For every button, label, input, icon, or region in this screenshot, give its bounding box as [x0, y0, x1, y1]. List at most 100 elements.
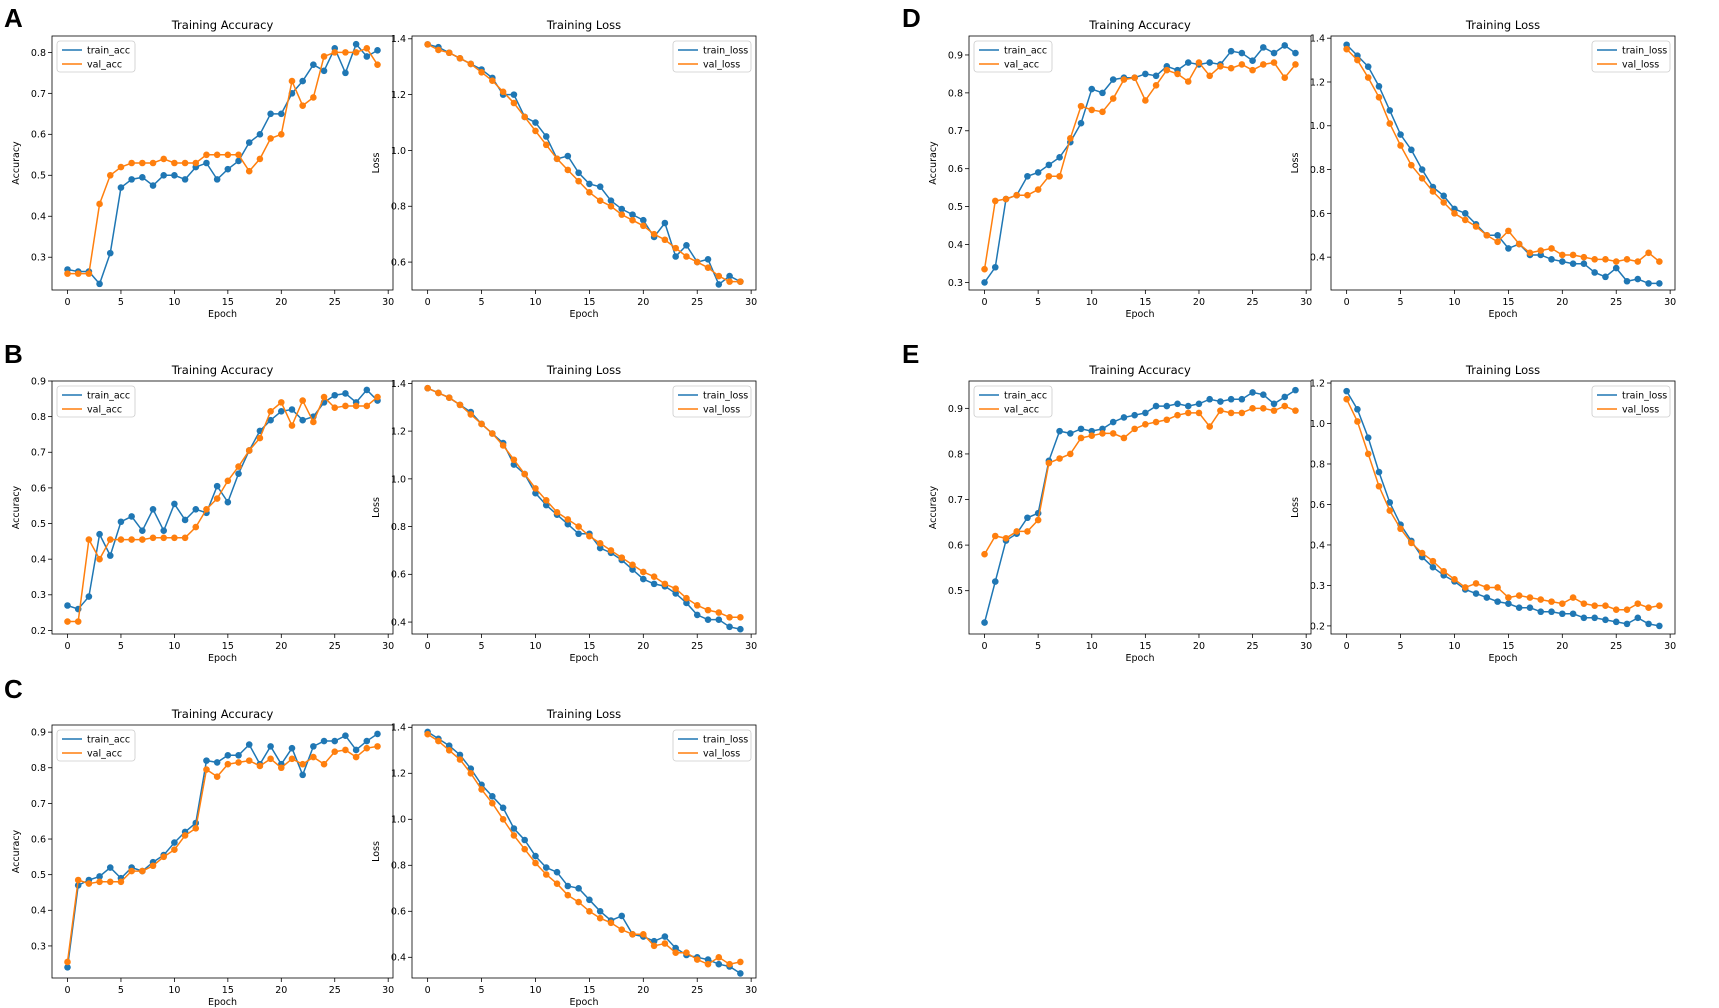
point-val_acc	[1259, 61, 1267, 68]
y-tick-label: 0.8	[31, 412, 46, 423]
chart-b-loss: Training Loss 0 5 10 15 20 25 30 0.4 0.6 0.8 1.0 1.2…	[371, 363, 757, 664]
chart-b-loss-xlabel: Epoch	[569, 653, 598, 664]
point-val_loss	[435, 389, 442, 397]
x-tick-label: 15	[1502, 641, 1514, 652]
panel-label-e: E	[902, 339, 920, 369]
chart-a-accuracy-ylabel: Accuracy	[11, 141, 22, 185]
point-val_loss	[1623, 606, 1631, 614]
point-val_loss	[715, 609, 723, 616]
point-train_acc	[331, 391, 339, 399]
point-val_acc	[320, 53, 328, 60]
y-tick-label: 1.4	[391, 723, 406, 734]
point-train_acc	[213, 759, 221, 766]
point-train_loss	[1645, 620, 1652, 628]
y-tick-label: 1.0	[1310, 419, 1325, 430]
point-train_acc	[192, 505, 200, 513]
legend-label-train_acc: train_acc	[87, 46, 130, 57]
point-val_acc	[352, 753, 360, 761]
point-val_acc	[310, 418, 317, 426]
point-val_acc	[1227, 64, 1235, 72]
point-train_loss	[650, 937, 658, 945]
series-line-val_acc	[67, 47, 379, 275]
point-val_loss	[607, 547, 615, 554]
y-tick-label: 0.6	[391, 907, 406, 918]
point-val_acc	[277, 131, 285, 138]
chart-c-loss-ylabel: Loss	[371, 841, 382, 862]
point-val_loss	[564, 891, 572, 899]
point-val_acc	[160, 155, 168, 163]
point-train_acc	[64, 964, 71, 971]
y-tick-label: 0.7	[31, 89, 46, 100]
point-val_acc	[1120, 434, 1128, 442]
point-val_acc	[331, 404, 339, 412]
chart-a-accuracy: Training Accuracy 0 5 10 15 20 25 30 0.3 0.4 0.5 0.…	[11, 18, 394, 320]
point-val_loss	[1451, 210, 1458, 217]
point-val_loss	[672, 585, 679, 592]
point-val_acc	[1292, 61, 1299, 68]
point-train_acc	[96, 873, 103, 880]
point-train_acc	[139, 527, 146, 534]
point-val_acc	[342, 402, 349, 410]
point-train_loss	[596, 183, 604, 191]
x-tick-label: 25	[1610, 297, 1622, 308]
point-val_loss	[424, 730, 431, 738]
chart-d-loss-title: Training Loss	[1465, 18, 1540, 32]
point-train_acc	[235, 157, 242, 165]
y-tick-label: 0.4	[1310, 540, 1325, 551]
point-train_acc	[64, 602, 71, 609]
point-val_loss	[640, 222, 647, 230]
point-val_loss	[640, 931, 647, 938]
point-val_loss	[1515, 240, 1523, 248]
point-val_acc	[299, 397, 306, 404]
x-tick-label: 0	[982, 297, 988, 308]
x-tick-label: 25	[1247, 641, 1259, 652]
point-val_acc	[1077, 102, 1085, 110]
point-train_acc	[171, 839, 178, 846]
point-val_acc	[117, 536, 125, 543]
point-val_loss	[435, 737, 442, 745]
point-val_loss	[1645, 604, 1652, 611]
point-train_loss	[1623, 620, 1631, 628]
point-val_loss	[737, 958, 744, 966]
point-train_acc	[224, 751, 232, 759]
point-val_loss	[1580, 253, 1588, 261]
point-train_loss	[1559, 258, 1566, 265]
y-tick-label: 1.2	[1310, 77, 1325, 88]
y-tick-label: 0.8	[31, 48, 46, 59]
point-val_acc	[342, 746, 349, 754]
point-val_acc	[85, 536, 93, 543]
point-val_acc	[235, 463, 242, 470]
point-train_loss	[672, 590, 679, 597]
legend-label-val_acc: val_acc	[87, 60, 122, 71]
point-train_loss	[596, 544, 604, 552]
point-train_loss	[510, 91, 518, 98]
chart-d-loss-ylabel: Loss	[1290, 153, 1301, 174]
chart-d-accuracy-title: Training Accuracy	[1088, 18, 1191, 32]
point-val_acc	[1184, 409, 1192, 417]
point-val_acc	[1270, 407, 1278, 414]
point-val_loss	[737, 613, 744, 621]
point-train_loss	[1656, 280, 1663, 287]
point-val_loss	[1386, 507, 1394, 514]
point-val_loss	[607, 202, 615, 210]
point-val_acc	[1227, 409, 1235, 417]
point-val_loss	[1505, 594, 1512, 601]
point-val_loss	[683, 949, 690, 956]
point-train_loss	[629, 566, 636, 573]
point-val_loss	[629, 216, 636, 224]
point-train_acc	[1142, 409, 1149, 417]
point-val_acc	[245, 757, 253, 764]
series-line-val_loss	[1345, 398, 1660, 611]
point-train_loss	[586, 180, 593, 188]
chart-c-accuracy-ylabel: Accuracy	[11, 829, 22, 873]
point-train_loss	[1537, 608, 1545, 616]
y-tick-label: 1.4	[391, 379, 406, 390]
y-tick-label: 0.6	[948, 164, 963, 175]
chart-d-loss-axes-frame	[1330, 35, 1676, 291]
point-train_acc	[106, 552, 114, 559]
point-train_acc	[342, 390, 349, 397]
point-train_loss	[1375, 83, 1383, 90]
point-val_acc	[245, 167, 253, 175]
point-val_loss	[683, 594, 690, 602]
point-val_loss	[1537, 596, 1545, 603]
